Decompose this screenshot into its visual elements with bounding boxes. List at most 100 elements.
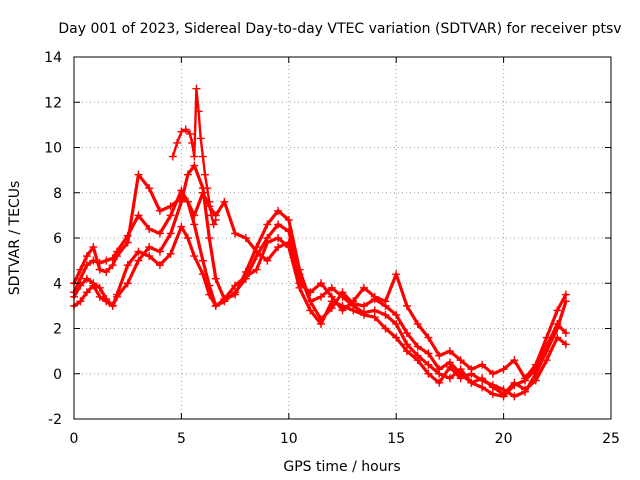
data-point bbox=[173, 138, 182, 147]
data-point bbox=[220, 295, 229, 304]
data-point bbox=[413, 342, 422, 351]
y-tick-labels: -2 0 2 4 6 8 10 12 14 bbox=[44, 50, 62, 428]
data-point bbox=[424, 333, 433, 342]
data-point bbox=[306, 306, 315, 315]
data-point bbox=[488, 369, 497, 378]
y-tick-label: 4 bbox=[53, 276, 62, 292]
data-point bbox=[108, 261, 117, 270]
data-point bbox=[424, 369, 433, 378]
data-point bbox=[392, 333, 401, 342]
data-point bbox=[413, 319, 422, 328]
y-tick-label: 6 bbox=[53, 231, 62, 247]
data-point bbox=[177, 193, 186, 202]
series-trace-4 bbox=[70, 170, 570, 383]
data-point bbox=[82, 252, 91, 261]
data-point bbox=[252, 247, 261, 256]
series-trace-1 bbox=[70, 161, 570, 399]
data-point bbox=[510, 392, 519, 401]
data-point bbox=[198, 152, 207, 161]
series-layer bbox=[70, 84, 570, 401]
data-point bbox=[510, 381, 519, 390]
data-point bbox=[499, 365, 508, 374]
chart-title: Day 001 of 2023, Sidereal Day-to-day VTE… bbox=[58, 21, 621, 37]
data-point bbox=[185, 129, 194, 138]
data-point bbox=[456, 365, 465, 374]
y-tick-label: 10 bbox=[44, 141, 62, 157]
data-point bbox=[231, 288, 240, 297]
data-point bbox=[102, 267, 111, 276]
data-point bbox=[76, 297, 85, 306]
data-point bbox=[488, 381, 497, 390]
data-point bbox=[381, 310, 390, 319]
data-point bbox=[274, 206, 283, 215]
data-point bbox=[370, 313, 379, 322]
data-point bbox=[456, 374, 465, 383]
data-point bbox=[205, 197, 214, 206]
data-point bbox=[145, 184, 154, 193]
grid bbox=[74, 57, 611, 419]
data-point bbox=[123, 261, 132, 270]
data-point bbox=[155, 247, 164, 256]
data-point bbox=[349, 306, 358, 315]
series-line bbox=[72, 188, 568, 398]
data-point bbox=[123, 279, 132, 288]
data-point bbox=[402, 340, 411, 349]
data-point bbox=[112, 252, 121, 261]
data-point bbox=[392, 319, 401, 328]
y-tick-label: 0 bbox=[53, 367, 62, 383]
x-axis-label: GPS time / hours bbox=[283, 459, 400, 475]
x-tick-label: 10 bbox=[280, 431, 298, 447]
y-tick-label: -2 bbox=[48, 412, 62, 428]
data-point bbox=[207, 211, 216, 220]
data-point bbox=[510, 356, 519, 365]
data-point bbox=[263, 238, 272, 247]
data-point bbox=[168, 152, 177, 161]
data-point bbox=[82, 288, 91, 297]
data-point bbox=[145, 243, 154, 252]
data-point bbox=[95, 292, 104, 301]
data-point bbox=[198, 256, 207, 265]
y-tick-label: 12 bbox=[44, 95, 62, 111]
data-point bbox=[155, 229, 164, 238]
data-point bbox=[402, 329, 411, 338]
data-point bbox=[467, 378, 476, 387]
data-point bbox=[177, 186, 186, 195]
data-point bbox=[205, 290, 214, 299]
data-point bbox=[211, 215, 220, 224]
x-tick-label: 15 bbox=[387, 431, 405, 447]
data-point bbox=[327, 283, 336, 292]
data-point bbox=[209, 220, 218, 229]
data-point bbox=[424, 360, 433, 369]
series-line bbox=[72, 164, 568, 396]
data-point bbox=[231, 229, 240, 238]
ticks bbox=[73, 56, 612, 420]
data-point bbox=[102, 256, 111, 265]
data-point bbox=[542, 333, 551, 342]
data-point bbox=[155, 206, 164, 215]
data-point bbox=[192, 84, 201, 93]
data-point bbox=[134, 256, 143, 265]
series-trace-2 bbox=[70, 186, 570, 401]
data-point bbox=[338, 292, 347, 301]
data-point bbox=[381, 297, 390, 306]
data-point bbox=[112, 290, 121, 299]
data-point bbox=[359, 283, 368, 292]
data-point bbox=[445, 347, 454, 356]
data-point bbox=[561, 329, 570, 338]
data-point bbox=[198, 270, 207, 279]
data-point bbox=[478, 376, 487, 385]
data-point bbox=[295, 279, 304, 288]
data-point bbox=[359, 301, 368, 310]
data-point bbox=[413, 356, 422, 365]
data-point bbox=[317, 319, 326, 328]
data-point bbox=[190, 220, 199, 229]
data-point bbox=[542, 347, 551, 356]
data-point bbox=[306, 288, 315, 297]
data-point bbox=[561, 290, 570, 299]
data-point bbox=[76, 265, 85, 274]
data-point bbox=[211, 301, 220, 310]
data-point bbox=[102, 295, 111, 304]
data-point bbox=[435, 369, 444, 378]
data-point bbox=[145, 252, 154, 261]
data-point bbox=[198, 188, 207, 197]
